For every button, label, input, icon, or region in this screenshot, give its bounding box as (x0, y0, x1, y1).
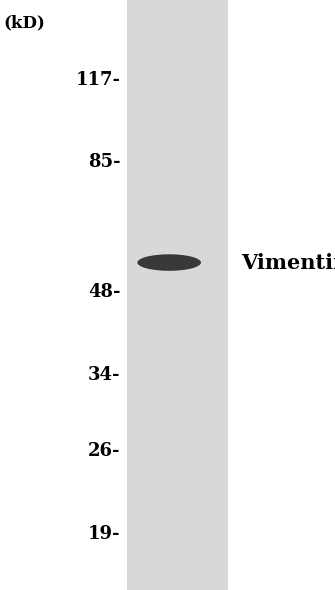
Text: Vimentin: Vimentin (241, 253, 335, 273)
Text: 26-: 26- (88, 442, 121, 460)
Text: 85-: 85- (88, 153, 121, 171)
Text: (kD): (kD) (3, 15, 45, 32)
Ellipse shape (137, 254, 201, 271)
Text: 48-: 48- (88, 283, 121, 301)
Text: 34-: 34- (88, 366, 121, 384)
Bar (127, 0, 228, 590)
Text: 117-: 117- (76, 71, 121, 88)
Text: 19-: 19- (88, 525, 121, 543)
